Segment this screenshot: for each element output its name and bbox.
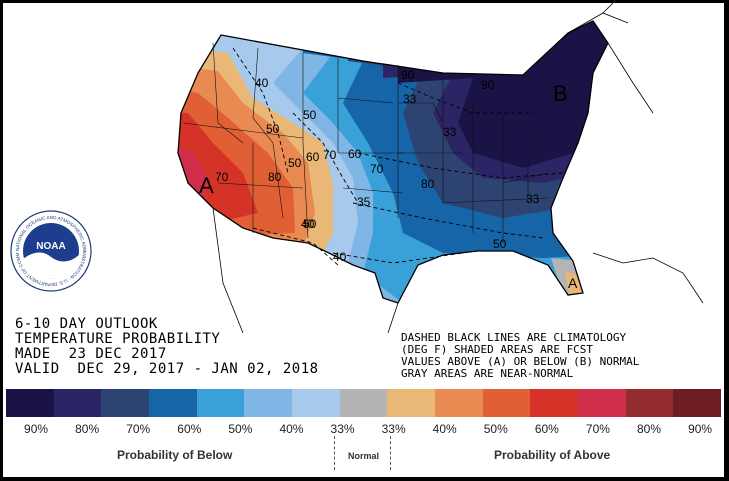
scale-percent-label: 33% [330,422,355,436]
legend-note-line: GRAY AREAS ARE NEAR-NORMAL [401,367,574,380]
scale-swatch [196,389,245,417]
outlook-frame: 40 50 60 70 80 90 50 60 70 80 90 50 40 3… [3,3,724,477]
scale-percent-label: 50% [228,422,253,436]
contour-labels: 40 50 60 70 80 90 50 60 70 80 90 50 40 3… [255,68,540,264]
scale-percent-label: 90% [24,422,49,436]
scale-percent-label: 33% [381,422,406,436]
normal-separator-left [334,436,335,470]
contour-label: 40 [255,76,269,90]
above-marker-florida: A [568,275,578,291]
scale-percent-label: 80% [636,422,662,436]
probability-above-label: Probability of Above [494,448,611,462]
outlook-caption: 6-10 DAY OUTLOOK TEMPERATURE PROBABILITY M… [15,317,319,377]
noaa-logo-text: NOAA [36,241,65,252]
scale-percent-label: 40% [279,422,304,436]
scale-swatch [6,389,54,417]
caption-line: VALID DEC 29, 2017 - JAN 02, 2018 [15,361,319,377]
contour-label: 33 [443,125,457,139]
contour-label: 60 [306,150,320,164]
scale-percent-label: 70% [126,422,151,436]
contour-label: 35 [357,195,371,209]
contour-label: 50 [266,122,280,136]
contour-label: 50 [493,237,507,251]
caption-line: 6-10 DAY OUTLOOK [15,316,158,332]
scale-swatch [53,389,102,417]
contour-label: 70 [215,170,229,184]
normal-separator-right [390,436,391,470]
scale-swatch [101,389,150,417]
contour-label: 50 [303,108,317,122]
scale-swatch [625,389,674,417]
scale-swatch [149,389,197,417]
contour-label: 50 [303,217,317,231]
scale-percent-label: 50% [483,422,508,436]
probability-percent-labels: 90% 80% 70% 60% 50% 40% 33% 33% 40% 50% 60% 70% 80% 9… [6,422,721,436]
probability-color-scale [6,389,722,417]
caption-line: MADE 23 DEC 2017 [15,346,167,362]
scale-swatch [387,389,436,417]
above-marker: A [199,173,214,198]
legend-note: DASHED BLACK LINES ARE CLIMATOLOGY (DEG F… [401,332,639,380]
scale-percent-label: 60% [534,422,559,436]
contour-label: 40 [333,250,347,264]
scale-swatch [482,389,531,417]
contour-label: 40 [301,217,315,231]
contour-label: 80 [268,170,282,184]
probability-below-label: Probability of Below [117,448,233,462]
probability-shading [178,21,608,303]
legend-note-line: DASHED BLACK LINES ARE CLIMATOLOGY [401,331,627,344]
border-lines [212,3,704,334]
normal-label: Normal [348,451,380,461]
scale-swatch [292,389,340,417]
scale-swatch [244,389,293,417]
scale-percent-label: 60% [177,422,202,436]
contour-label: 33 [403,92,417,106]
scale-percent-label: 80% [75,422,100,436]
scale-percent-label: 90% [688,422,713,436]
state-lines [182,42,549,243]
contour-label: 90 [481,78,495,92]
legend-note-line: VALUES ABOVE (A) OR BELOW (B) NORMAL [401,355,640,368]
scale-swatch [339,389,388,417]
contour-label: 80 [421,177,435,191]
outlook-map: 40 50 60 70 80 90 50 60 70 80 90 50 40 3… [177,3,704,334]
climatology-lines [232,47,564,266]
contour-label: 70 [370,162,384,176]
below-marker: B [553,81,568,106]
contour-label: 50 [288,156,302,170]
noaa-logo: NOAA NATIONAL OCEANIC AND ATMOSPHERIC AD… [9,209,92,292]
contour-label: 70 [323,148,337,162]
scale-swatch [435,389,483,417]
scale-swatch [578,389,626,417]
contour-label: 60 [348,147,362,161]
us-outline [177,20,609,304]
scale-percent-label: 70% [585,422,610,436]
contour-label: 33 [526,192,540,206]
scale-percent-label: 40% [432,422,457,436]
scale-swatch [673,389,722,417]
scale-swatch [530,389,579,417]
legend-note-line: (DEG F) SHADED AREAS ARE FCST [401,343,594,356]
contour-label: 90 [401,68,415,82]
caption-line: TEMPERATURE PROBABILITY [15,331,221,347]
